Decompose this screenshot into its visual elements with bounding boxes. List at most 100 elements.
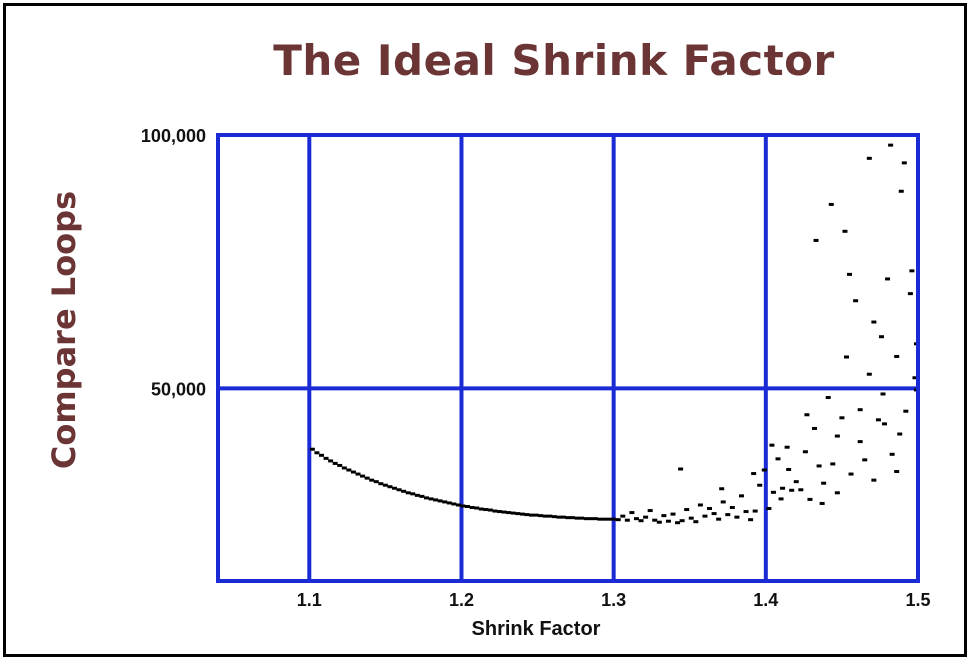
- data-point: [460, 504, 466, 508]
- data-point: [889, 452, 895, 456]
- x-axis-label: Shrink Factor: [471, 618, 601, 640]
- data-point: [638, 519, 644, 523]
- data-point: [506, 511, 512, 515]
- data-point: [665, 519, 671, 523]
- data-point: [702, 514, 708, 518]
- x-tick-label: 1.4: [753, 590, 778, 610]
- data-point: [679, 519, 685, 523]
- data-point: [560, 515, 566, 519]
- data-point: [309, 447, 315, 451]
- data-point: [647, 509, 653, 513]
- data-point: [328, 459, 334, 463]
- data-point: [670, 512, 676, 516]
- data-point: [786, 468, 792, 471]
- data-point: [729, 506, 735, 510]
- data-point: [903, 409, 909, 413]
- data-point: [738, 494, 744, 498]
- data-point: [433, 498, 439, 502]
- data-point: [778, 497, 784, 501]
- data-point: [804, 413, 810, 417]
- data-point: [766, 507, 772, 511]
- data-point: [574, 516, 580, 520]
- data-point: [798, 488, 804, 492]
- x-tick-label: 1.1: [297, 590, 322, 610]
- data-point: [369, 478, 375, 482]
- data-point: [880, 392, 886, 396]
- data-point: [898, 189, 904, 193]
- data-point: [501, 510, 507, 514]
- data-point: [834, 434, 840, 438]
- data-point: [912, 376, 918, 380]
- data-point: [770, 490, 776, 494]
- data-point: [624, 518, 630, 522]
- data-point: [419, 494, 425, 498]
- data-point: [570, 516, 576, 520]
- data-point: [761, 468, 767, 472]
- data-point: [909, 269, 915, 273]
- data-point: [437, 499, 443, 503]
- data-point: [515, 512, 521, 516]
- data-point: [793, 480, 799, 484]
- data-point: [373, 480, 379, 484]
- data-point: [885, 277, 891, 281]
- data-point: [857, 440, 863, 444]
- data-point: [579, 516, 585, 520]
- data-point: [633, 517, 639, 521]
- data-point: [428, 497, 434, 501]
- data-point: [314, 451, 320, 455]
- data-point: [693, 520, 699, 524]
- data-point: [551, 515, 557, 519]
- data-point: [743, 510, 749, 514]
- data-point: [588, 517, 594, 521]
- data-point: [789, 488, 795, 492]
- data-point: [510, 511, 516, 515]
- x-tick-label: 1.2: [449, 590, 474, 610]
- data-point: [853, 299, 859, 303]
- data-point: [364, 476, 370, 480]
- data-point: [857, 408, 863, 412]
- data-point: [337, 463, 343, 467]
- data-point: [487, 508, 493, 512]
- data-point: [888, 143, 894, 147]
- data-point: [519, 512, 525, 516]
- data-point: [465, 504, 471, 508]
- data-point: [455, 503, 461, 507]
- data-point: [839, 416, 845, 420]
- data-point: [821, 481, 827, 485]
- data-point: [816, 464, 822, 468]
- data-point: [396, 488, 402, 492]
- data-point: [871, 320, 877, 324]
- data-point: [332, 461, 338, 465]
- data-point: [341, 466, 347, 470]
- data-point: [378, 482, 384, 486]
- data-point: [802, 450, 808, 454]
- data-point: [350, 470, 356, 474]
- data-point: [661, 514, 667, 518]
- data-point: [592, 517, 598, 521]
- data-point: [684, 508, 690, 512]
- data-point: [825, 396, 831, 400]
- chart-title: The Ideal Shrink Factor: [273, 36, 835, 85]
- data-point: [524, 513, 530, 517]
- data-point: [842, 229, 848, 233]
- data-point: [707, 507, 713, 511]
- data-point: [346, 468, 352, 472]
- data-point: [401, 489, 407, 493]
- data-point: [780, 486, 786, 490]
- data-point: [848, 472, 854, 476]
- data-point: [611, 517, 617, 521]
- data-point: [547, 514, 553, 518]
- data-point: [866, 372, 872, 376]
- data-point: [725, 513, 731, 517]
- data-point: [828, 202, 834, 206]
- data-point: [894, 354, 900, 358]
- data-point: [697, 503, 703, 507]
- data-point: [492, 509, 498, 513]
- data-point: [716, 517, 722, 521]
- data-point: [410, 492, 416, 496]
- data-point: [751, 472, 757, 476]
- data-point: [451, 502, 457, 506]
- data-point: [497, 510, 503, 514]
- data-point: [897, 432, 903, 436]
- data-point: [656, 520, 662, 524]
